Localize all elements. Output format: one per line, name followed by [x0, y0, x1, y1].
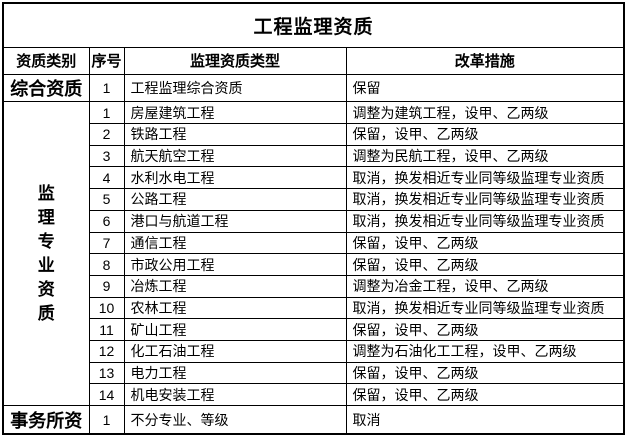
row-number-cell: 1	[88, 405, 125, 435]
table-row: 9 冶炼工程 调整为冶金工程，设甲、乙两级	[3, 274, 625, 298]
table-row: 6 港口与航道工程 取消，换发相近专业同等级监理专业资质	[3, 209, 625, 233]
table-row: 13 电力工程 保留，设甲、乙两级	[3, 361, 625, 385]
table-row: 10 农林工程 取消，换发相近专业同等级监理专业资质	[3, 296, 625, 320]
row-number-cell: 8	[88, 253, 125, 276]
reform-measure-cell: 保留，设甲、乙两级	[345, 318, 625, 341]
category-cell: 综合资质	[2, 73, 90, 103]
qualification-type-cell: 铁路工程	[123, 123, 347, 146]
header-row: 资质类别 序号 监理资质类型 改革措施	[2, 46, 625, 75]
reform-measure-cell: 保留，设甲、乙两级	[345, 361, 625, 385]
row-number-cell: 10	[88, 296, 125, 320]
reform-measure-cell: 调整为建筑工程，设甲、乙两级	[345, 101, 625, 125]
row-number-cell: 5	[88, 188, 125, 211]
table-title: 工程监理资质	[2, 2, 625, 48]
category-cell: 监理专业资质	[2, 101, 90, 407]
qualification-type-cell: 机电安装工程	[123, 383, 347, 407]
category-char: 质	[37, 303, 55, 323]
row-number-cell: 7	[88, 231, 125, 255]
table-row: 5 公路工程 取消，换发相近专业同等级监理专业资质	[3, 188, 625, 211]
row-number-cell: 3	[88, 144, 125, 168]
qualification-type-cell: 港口与航道工程	[123, 209, 347, 233]
row-number-cell: 1	[88, 73, 125, 103]
qualification-type-cell: 农林工程	[123, 296, 347, 320]
row-number-cell: 12	[88, 339, 125, 363]
table-body: 综合资质 1 工程监理综合资质 保留监理专业资质 1 房屋建筑工程 调整为建筑工程，设甲、乙…	[2, 73, 625, 435]
qualification-type-cell: 市政公用工程	[123, 253, 347, 276]
qualification-type-cell: 矿山工程	[123, 318, 347, 341]
row-number-cell: 1	[88, 101, 125, 125]
table-row: 3 航天航空工程 调整为民航工程，设甲、乙两级	[3, 144, 625, 168]
row-number-cell: 13	[88, 361, 125, 385]
table-row: 8 市政公用工程 保留，设甲、乙两级	[3, 253, 625, 276]
category-char: 监	[37, 183, 55, 203]
qualification-type-cell: 通信工程	[123, 231, 347, 255]
qualification-type-cell: 不分专业、等级	[123, 405, 347, 435]
category-char: 业	[37, 255, 55, 275]
qualification-type-cell: 冶炼工程	[123, 274, 347, 298]
reform-measure-cell: 保留，设甲、乙两级	[345, 231, 625, 255]
qualification-type-cell: 电力工程	[123, 361, 347, 385]
table-row: 14 机电安装工程 保留，设甲、乙两级	[3, 383, 625, 407]
reform-measure-cell: 取消，换发相近专业同等级监理专业资质	[345, 209, 625, 233]
reform-measure-cell: 调整为石油化工工程，设甲、乙两级	[345, 339, 625, 363]
reform-measure-cell: 保留	[345, 73, 625, 103]
row-number-cell: 6	[88, 209, 125, 233]
reform-measure-cell: 取消，换发相近专业同等级监理专业资质	[345, 296, 625, 320]
row-number-cell: 14	[88, 383, 125, 407]
category-char: 理	[37, 207, 55, 227]
title-row: 工程监理资质	[2, 2, 625, 48]
reform-measure-cell: 取消，换发相近专业同等级监理专业资质	[345, 188, 625, 211]
qualification-type-cell: 水利水电工程	[123, 166, 347, 190]
category-cell: 事务所资	[2, 405, 90, 435]
row-number-cell: 4	[88, 166, 125, 190]
category-char: 资	[37, 279, 55, 299]
col-header-measure: 改革措施	[345, 46, 625, 75]
reform-measure-cell: 保留，设甲、乙两级	[345, 123, 625, 146]
table-row: 事务所资 1 不分专业、等级 取消	[2, 405, 625, 435]
qualification-type-cell: 航天航空工程	[123, 144, 347, 168]
table-row: 监理专业资质 1 房屋建筑工程 调整为建筑工程，设甲、乙两级	[2, 101, 625, 407]
reform-measure-cell: 取消	[345, 405, 625, 435]
category-char: 专	[37, 231, 55, 251]
reform-measure-cell: 取消，换发相近专业同等级监理专业资质	[345, 166, 625, 190]
reform-measure-cell: 调整为民航工程，设甲、乙两级	[345, 144, 625, 168]
row-number-cell: 9	[88, 274, 125, 298]
table-row: 综合资质 1 工程监理综合资质 保留	[2, 73, 625, 103]
qualification-type-cell: 化工石油工程	[123, 339, 347, 363]
col-header-number: 序号	[88, 46, 125, 75]
table-row: 4 水利水电工程 取消，换发相近专业同等级监理专业资质	[3, 166, 625, 190]
table-row: 7 通信工程 保留，设甲、乙两级	[3, 231, 625, 255]
qualification-type-cell: 工程监理综合资质	[123, 73, 347, 103]
table-row: 12 化工石油工程 调整为石油化工工程，设甲、乙两级	[3, 339, 625, 363]
row-number-cell: 11	[88, 318, 125, 341]
reform-measure-cell: 调整为冶金工程，设甲、乙两级	[345, 274, 625, 298]
reform-measure-cell: 保留，设甲、乙两级	[345, 383, 625, 407]
qualification-type-cell: 公路工程	[123, 188, 347, 211]
row-number-cell: 2	[88, 123, 125, 146]
reform-measure-cell: 保留，设甲、乙两级	[345, 253, 625, 276]
table-row: 2 铁路工程 保留，设甲、乙两级	[3, 123, 625, 146]
col-header-category: 资质类别	[2, 46, 90, 75]
qualification-type-cell: 房屋建筑工程	[123, 101, 347, 125]
table-row: 11 矿山工程 保留，设甲、乙两级	[3, 318, 625, 341]
col-header-type: 监理资质类型	[123, 46, 347, 75]
